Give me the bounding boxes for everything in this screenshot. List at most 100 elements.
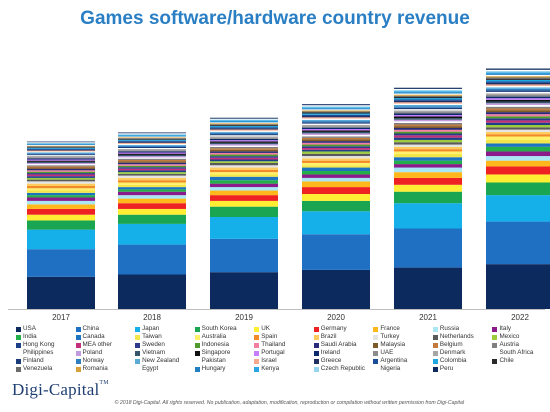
x-tick-label-2021: 2021: [419, 313, 437, 322]
bar-segment-2017-brazil: [27, 183, 95, 186]
legend-item-hong-kong: Hong Kong: [16, 341, 74, 349]
bar-segment-2018-argentina: [118, 140, 186, 142]
bar-segment-2018-poland: [118, 156, 186, 158]
bar-segment-2022-philippines: [486, 104, 550, 107]
bar-segment-2021-vietnam: [394, 118, 462, 120]
bar-segment-2018-pakistan: [118, 143, 186, 145]
bar-segment-2022-uk: [486, 174, 550, 183]
legend-item-israel: Israel: [254, 357, 312, 365]
legend-label: Venezuela: [23, 365, 53, 372]
legend-label: Portugal: [261, 349, 285, 356]
bar-segment-2019-kenya: [210, 120, 278, 122]
bar-segment-2022-malaysia: [486, 110, 550, 113]
legend-item-nigeria: Nigeria: [373, 365, 431, 373]
legend-label: Denmark: [439, 349, 466, 356]
bar-segment-2017-japan: [27, 229, 95, 250]
bar-segment-2021-nigeria: [394, 88, 462, 91]
bar-segment-2021-poland: [394, 119, 462, 122]
bar-segment-2021-uae: [394, 112, 462, 114]
bar-segment-2022-netherlands: [486, 127, 550, 130]
legend-item-singapore: Singapore: [194, 349, 253, 357]
bar-segment-2020-sweden: [302, 146, 370, 148]
bar-segment-2022-brazil: [486, 131, 550, 135]
bar-segment-2022-poland: [486, 103, 550, 105]
bar-segment-2021-egypt: [394, 93, 462, 95]
legend-item-mexico: Mexico: [492, 333, 550, 341]
bar-segment-2018-china: [118, 244, 186, 275]
legend-swatch: [195, 359, 200, 364]
bar-segment-2017-netherlands: [27, 179, 95, 182]
bar-segment-2018-finland: [118, 146, 186, 148]
legend-label: Greece: [320, 357, 342, 364]
bar-segment-2019-romania: [210, 123, 278, 125]
bar-segment-2022-australia: [486, 136, 550, 140]
chart-title: Games software/hardware country revenue: [80, 8, 470, 29]
bar-segment-2020-mexico: [302, 151, 370, 154]
bar-segment-2020-turkey: [302, 156, 370, 159]
bar-segment-2017-pakistan: [27, 151, 95, 153]
legend-item-taiwan: Taiwan: [135, 333, 193, 341]
bar-segment-2020-vietnam: [302, 131, 370, 134]
bar-segment-2020-uk: [302, 194, 370, 201]
bar-segment-2017-russia: [27, 200, 95, 205]
legend-swatch: [492, 334, 498, 340]
legend-item-uk: UK: [254, 325, 312, 333]
brand-name: Digi-Capital: [12, 380, 100, 399]
bar-segment-2018-new-zealand: [118, 144, 186, 146]
bar-segment-2021-hungary: [394, 92, 462, 94]
legend-label: Argentina: [380, 357, 408, 364]
legend-item-saudi-arabia: Saudi Arabia: [313, 341, 372, 349]
bar-segment-2017-uae: [27, 157, 95, 159]
legend-swatch: [254, 350, 260, 356]
bar-segment-2022-nigeria: [486, 69, 550, 72]
bar-segment-2018-belgium: [118, 159, 186, 162]
bar-segment-2018-greece: [118, 141, 186, 143]
bar-segment-2017-singapore: [27, 160, 95, 162]
bar-segment-2020-china: [302, 234, 370, 270]
bar-segment-2021-venezuela: [394, 95, 462, 97]
bar-segment-2021-czech-republic: [394, 90, 462, 92]
bar-segment-2020-kenya: [302, 107, 370, 109]
bar-segment-2020-philippines: [302, 134, 370, 137]
legend-item-argentina: Argentina: [373, 357, 431, 365]
legend-swatch: [194, 334, 200, 340]
bar-segment-2020-indonesia: [302, 144, 370, 147]
bar-segment-2021-hong-kong: [394, 137, 462, 140]
bar-segment-2019-usa: [210, 272, 278, 309]
bar-segment-2022-ireland: [486, 96, 550, 99]
legend-swatch: [254, 326, 260, 332]
legend-label: Turkey: [380, 333, 400, 340]
bar-segment-2019-singapore: [210, 141, 278, 143]
bar-segment-2017-saudi-arabia: [27, 168, 95, 171]
bar-segment-2020-south-korea: [302, 200, 370, 212]
bar-segment-2017-turkey: [27, 181, 95, 184]
bar-segment-2020-poland: [302, 133, 370, 135]
bar-segment-2019-hong-kong: [210, 159, 278, 162]
bar-segment-2019-spain: [210, 169, 278, 173]
bar-segment-2020-france: [302, 181, 370, 188]
legend-swatch: [313, 334, 319, 340]
bar-segment-2018-spain: [118, 180, 186, 183]
bar-segment-2017-south-korea: [27, 220, 95, 230]
legend-label: Japan: [142, 325, 160, 332]
legend-swatch: [75, 350, 81, 356]
bar-segment-2022-mea-other: [486, 120, 550, 123]
legend-item-france: France: [373, 325, 431, 333]
legend-label: Pakistan: [201, 357, 226, 364]
legend-swatch: [75, 334, 81, 340]
legend-swatch: [313, 366, 319, 372]
bar-segment-2019-austria: [210, 146, 278, 149]
bar-segment-2021-argentina: [394, 99, 462, 101]
bar-segment-2017-portugal: [27, 159, 95, 161]
bar-segment-2022-portugal: [486, 98, 550, 100]
bar-segment-2022-thailand: [486, 114, 550, 117]
bar-segment-2017-denmark: [27, 156, 95, 158]
bar-segment-2017-south-africa: [27, 155, 95, 157]
bar-segment-2017-indonesia: [27, 171, 95, 174]
legend-label: Ireland: [320, 349, 341, 356]
bar-segment-2021-finland: [394, 107, 462, 110]
bar-segment-2022-argentina: [486, 81, 550, 83]
legend-item-ireland: Ireland: [313, 349, 372, 357]
legend-swatch: [373, 358, 379, 364]
bar-segment-2017-colombia: [27, 147, 95, 149]
